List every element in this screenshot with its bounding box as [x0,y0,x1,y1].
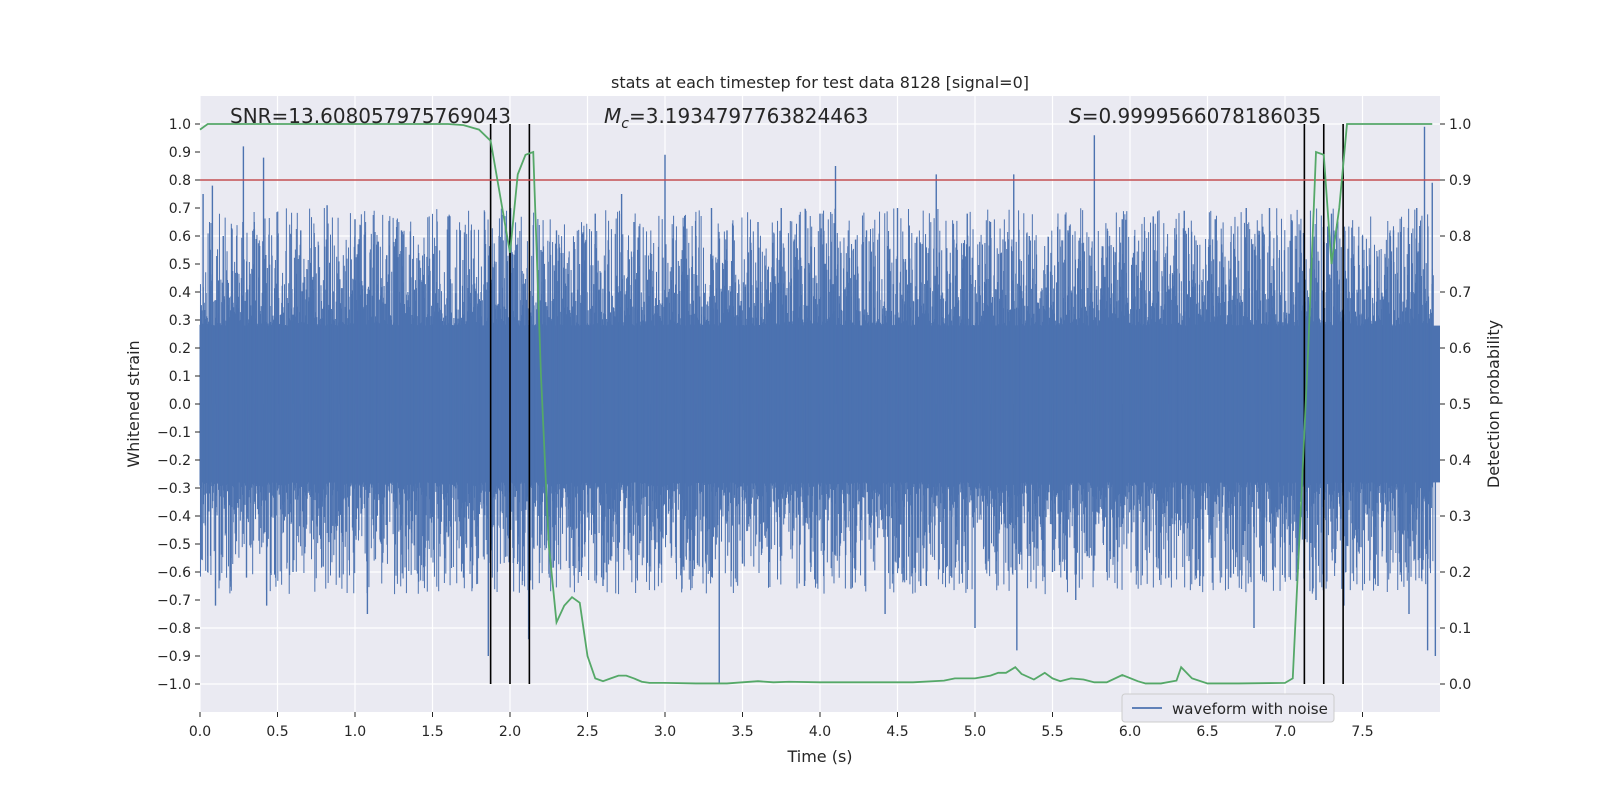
y-tick-label: 0.3 [169,313,191,329]
y-tick-label: 0.7 [169,201,191,217]
x-tick-label: 1.0 [344,724,366,740]
strain-series [199,126,1440,684]
y-tick-label: −0.6 [157,565,191,581]
x-tick-label: 1.5 [421,724,443,740]
y-tick-label: −0.4 [157,509,191,525]
y-tick-label: 0.2 [169,341,191,357]
x-tick-label: 5.0 [964,724,986,740]
y-axis-label: Whitened strain [124,340,143,467]
x-tick-label: 2.5 [576,724,598,740]
x-tick-label: 2.0 [499,724,521,740]
y-tick-label: 0.0 [169,397,191,413]
mc-symbol: M [604,104,621,128]
snr-annotation: SNR=13.608057975769043 [230,104,511,128]
x-tick-label: 0.0 [189,724,211,740]
y2-axis-ticks: 1.0 0.9 0.8 0.7 0.6 0.5 0.4 0.3 0.2 0.1 0.0 [1440,117,1471,693]
y-tick-label: 0.4 [169,285,191,301]
x-tick-label: 3.0 [654,724,676,740]
mc-subscript: c [621,116,629,132]
y2-tick-label: 0.4 [1449,453,1471,469]
s-symbol: S [1069,104,1082,128]
y-tick-label: −0.2 [157,453,191,469]
y2-tick-label: 1.0 [1449,117,1471,133]
x-tick-label: 4.5 [886,724,908,740]
y-tick-label: 0.6 [169,229,191,245]
legend: waveform with noise [1121,693,1335,723]
x-tick-label: 5.5 [1041,724,1063,740]
y-tick-label: 0.9 [169,145,191,161]
x-tick-label: 7.0 [1274,724,1296,740]
y-axis-ticks: 1.0 0.9 0.8 0.7 0.6 0.5 0.4 0.3 0.2 0.1 0.0 −0.1 −0.… [157,117,200,693]
y2-tick-label: 0.3 [1449,509,1471,525]
x-axis-label: Time (s) [786,747,852,766]
s-value: =0.9999566078186035 [1082,104,1321,128]
y2-tick-label: 0.6 [1449,341,1471,357]
x-axis-ticks: 0.0 0.5 1.0 1.5 2.0 2.5 3.0 3.5 4.0 4.5 5.0 5.5 6.0 6… [189,712,1374,740]
y2-tick-label: 0.1 [1449,621,1471,637]
y-tick-label: −0.7 [157,593,191,609]
legend-label: waveform with noise [1172,700,1328,718]
y2-tick-label: 0.9 [1449,173,1471,189]
y2-axis-label: Detection probability [1484,320,1503,488]
mc-value: =3.1934797763824463 [629,104,868,128]
y-tick-label: 1.0 [169,117,191,133]
x-tick-label: 7.5 [1351,724,1373,740]
y2-tick-label: 0.7 [1449,285,1471,301]
y-tick-label: −0.1 [157,425,191,441]
y-tick-label: −0.5 [157,537,191,553]
detection-probability-line [199,123,1433,685]
y2-tick-label: 0.5 [1449,397,1471,413]
chart-title: stats at each timestep for test data 812… [611,73,1029,92]
y-tick-label: 0.5 [169,257,191,273]
chirp-mass-annotation: Mc=3.1934797763824463 [604,104,868,132]
x-tick-label: 4.0 [809,724,831,740]
y2-tick-label: 0.8 [1449,229,1471,245]
legend-box [1121,693,1335,723]
y-tick-label: 0.8 [169,173,191,189]
x-tick-label: 6.0 [1119,724,1141,740]
x-tick-label: 0.5 [266,724,288,740]
y-tick-label: 0.1 [169,369,191,385]
y2-tick-label: 0.2 [1449,565,1471,581]
x-tick-label: 3.5 [731,724,753,740]
score-annotation: S=0.9999566078186035 [1069,104,1321,128]
y-tick-label: −0.9 [157,649,191,665]
y-tick-label: −1.0 [157,677,191,693]
y2-tick-label: 0.0 [1449,677,1471,693]
vertical-markers [489,124,1344,684]
y-tick-label: −0.3 [157,481,191,497]
x-tick-label: 6.5 [1196,724,1218,740]
y-tick-label: −0.8 [157,621,191,637]
